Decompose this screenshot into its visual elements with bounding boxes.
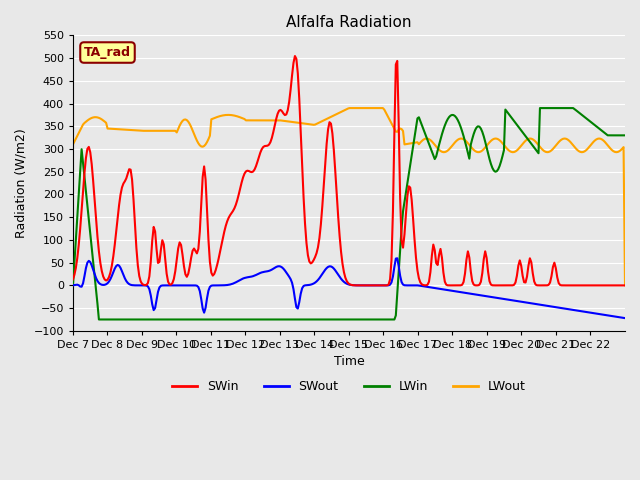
X-axis label: Time: Time: [333, 355, 364, 369]
Title: Alfalfa Radiation: Alfalfa Radiation: [286, 15, 412, 30]
Text: TA_rad: TA_rad: [84, 46, 131, 59]
Legend: SWin, SWout, LWin, LWout: SWin, SWout, LWin, LWout: [167, 375, 531, 398]
Y-axis label: Radiation (W/m2): Radiation (W/m2): [15, 128, 28, 238]
